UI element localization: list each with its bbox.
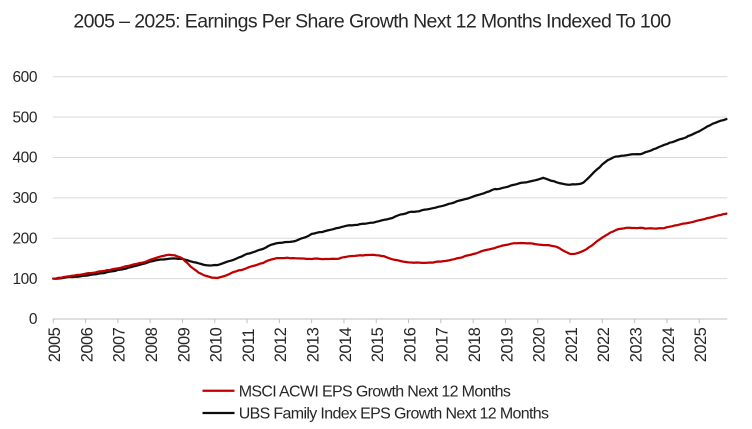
svg-text:200: 200 [12, 230, 37, 247]
svg-text:2009: 2009 [175, 327, 193, 362]
svg-text:2024: 2024 [660, 327, 678, 362]
svg-text:2007: 2007 [111, 327, 129, 362]
svg-text:MSCI ACWI EPS Growth Next 12 M: MSCI ACWI EPS Growth Next 12 Months [239, 383, 511, 400]
svg-text:2015: 2015 [369, 327, 387, 362]
svg-text:2014: 2014 [337, 327, 355, 362]
svg-text:2023: 2023 [627, 327, 645, 362]
svg-text:0: 0 [29, 311, 38, 328]
svg-text:2012: 2012 [272, 327, 290, 362]
svg-text:2022: 2022 [595, 327, 613, 362]
svg-text:2019: 2019 [498, 327, 516, 362]
svg-text:2006: 2006 [78, 327, 96, 362]
svg-text:2017: 2017 [434, 327, 452, 362]
svg-text:300: 300 [12, 190, 37, 207]
svg-text:500: 500 [12, 109, 37, 126]
svg-text:600: 600 [12, 69, 37, 86]
svg-text:2016: 2016 [401, 327, 419, 362]
svg-text:2005: 2005 [46, 327, 64, 362]
svg-text:100: 100 [12, 271, 37, 288]
svg-text:2018: 2018 [466, 327, 484, 362]
svg-text:2021: 2021 [563, 327, 581, 362]
svg-text:2008: 2008 [143, 327, 161, 362]
svg-text:2005 – 2025: Earnings Per Shar: 2005 – 2025: Earnings Per Share Growth N… [73, 11, 671, 33]
svg-text:2020: 2020 [531, 327, 549, 362]
svg-text:2025: 2025 [692, 327, 710, 362]
svg-text:400: 400 [12, 150, 37, 167]
svg-text:2013: 2013 [304, 327, 322, 362]
svg-text:UBS Family Index EPS Growth Ne: UBS Family Index EPS Growth Next 12 Mont… [239, 406, 549, 423]
svg-text:2011: 2011 [240, 329, 258, 363]
svg-text:2010: 2010 [208, 327, 226, 362]
